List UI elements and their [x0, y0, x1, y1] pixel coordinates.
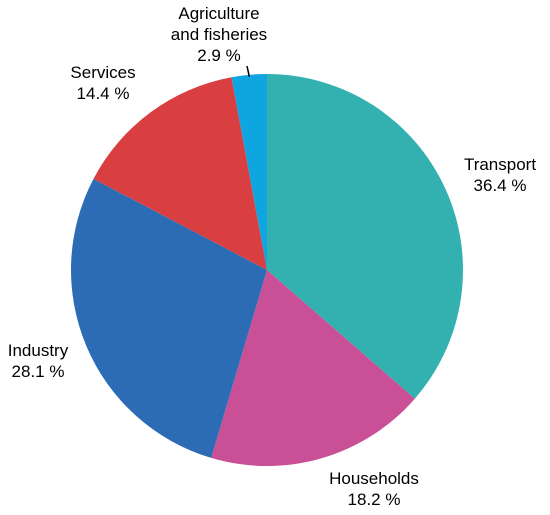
slice-name-text: Transport	[464, 155, 536, 174]
pie-slice-services	[93, 77, 267, 270]
slice-name-text: Services	[70, 63, 135, 82]
slice-name-text: and fisheries	[171, 25, 267, 44]
slice-value-text: 14.4 %	[77, 84, 130, 103]
slice-label-industry: Industry 28.1 %	[8, 341, 69, 381]
slice-labels: Transport 36.4 % Households 18.2 % Industry 2…	[8, 4, 537, 509]
pie-slices	[70, 74, 463, 466]
slice-value-text: 36.4 %	[474, 176, 527, 195]
slice-label-services: Services 14.4 %	[70, 63, 135, 103]
pie-slice-industry	[70, 178, 267, 458]
slice-value-text: 2.9 %	[197, 46, 240, 65]
pie-slice-agriculture-and-fisheries	[231, 74, 267, 270]
slice-value-text: 28.1 %	[12, 362, 65, 381]
pie-slice-households	[211, 270, 415, 466]
pie-slice-transport	[267, 74, 463, 399]
slice-label-households: Households 18.2 %	[329, 469, 419, 509]
slice-label-transport: Transport 36.4 %	[464, 155, 536, 195]
slice-name-text: Households	[329, 469, 419, 488]
slice-name-text: Agriculture	[178, 4, 259, 23]
leader-lines	[246, 65, 251, 77]
slice-label-agriculture-and-fisheries: Agriculture and fisheries 2.9 %	[171, 4, 267, 65]
slice-name-text: Industry	[8, 341, 69, 360]
slice-value-text: 18.2 %	[348, 490, 401, 509]
leader-line-agriculture-and-fisheries	[246, 65, 251, 77]
